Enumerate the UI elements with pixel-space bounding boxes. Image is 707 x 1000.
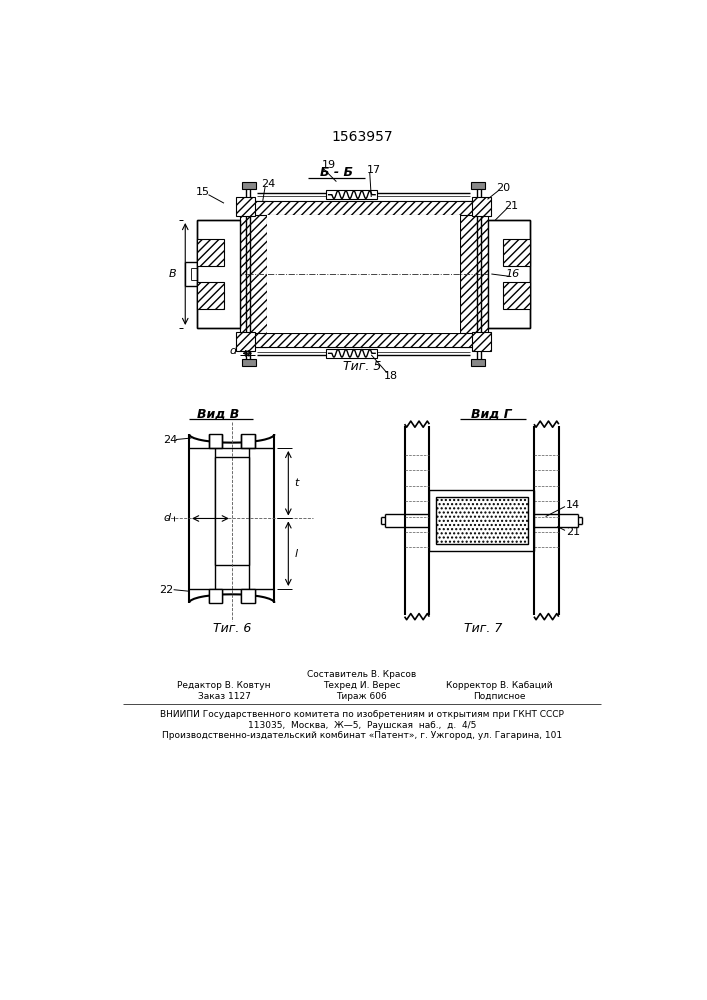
Bar — [503, 239, 530, 266]
Bar — [209, 589, 223, 603]
Bar — [197, 220, 240, 328]
Bar — [472, 182, 485, 189]
Text: 24: 24 — [261, 179, 275, 189]
Text: 21: 21 — [503, 201, 518, 211]
Bar — [327, 349, 378, 358]
Bar — [197, 239, 224, 266]
Bar — [240, 333, 488, 347]
Text: Редактор В. Ковтун: Редактор В. Ковтун — [177, 681, 271, 690]
Text: Заказ 1127: Заказ 1127 — [197, 692, 250, 701]
Bar — [503, 282, 530, 309]
Text: Б - Б: Б - Б — [320, 166, 353, 179]
Text: 17: 17 — [366, 165, 380, 175]
Text: Τиг. 7: Τиг. 7 — [464, 622, 503, 635]
Text: Вид В: Вид В — [197, 408, 240, 421]
Text: Корректор В. Кабаций: Корректор В. Кабаций — [446, 681, 552, 690]
Text: 1563957: 1563957 — [331, 130, 393, 144]
Bar — [472, 197, 491, 216]
Text: ВНИИПИ Государственного комитета по изобретениям и открытиям при ГКНТ СССР: ВНИИПИ Государственного комитета по изоб… — [160, 710, 564, 719]
Text: 19: 19 — [322, 160, 336, 170]
Bar — [472, 332, 491, 351]
Bar — [242, 359, 256, 366]
Text: 22: 22 — [159, 585, 173, 595]
Bar — [327, 190, 378, 199]
Text: 15: 15 — [196, 187, 210, 197]
Text: 24: 24 — [163, 435, 177, 445]
Text: 20: 20 — [496, 183, 510, 193]
Text: d: d — [230, 346, 237, 356]
Bar — [241, 589, 255, 603]
Bar — [240, 201, 267, 347]
Text: Подписное: Подписное — [473, 692, 525, 701]
Text: d: d — [164, 513, 171, 523]
Bar — [235, 332, 255, 351]
Text: Тираж 606: Тираж 606 — [337, 692, 387, 701]
Bar — [436, 497, 528, 544]
Bar — [241, 434, 255, 448]
Bar — [267, 215, 460, 333]
Text: l: l — [295, 549, 298, 559]
Bar — [215, 457, 249, 565]
Bar — [209, 434, 223, 448]
Text: t: t — [294, 478, 298, 488]
Bar — [472, 359, 485, 366]
Text: Техред И. Верес: Техред И. Верес — [323, 681, 401, 690]
Bar — [240, 201, 488, 215]
Text: Вид Г: Вид Г — [471, 408, 512, 421]
Bar — [460, 201, 488, 347]
Text: В: В — [168, 269, 176, 279]
Text: Τиг. 5: Τиг. 5 — [343, 360, 381, 373]
Text: 14: 14 — [566, 500, 580, 510]
Text: Τиг. 6: Τиг. 6 — [213, 622, 251, 635]
Text: 18: 18 — [384, 371, 398, 381]
Bar — [488, 220, 530, 328]
Text: 16: 16 — [506, 269, 520, 279]
Text: 21: 21 — [566, 527, 580, 537]
Bar — [197, 282, 224, 309]
Text: 113035,  Москва,  Ж—5,  Раушская  наб.,  д.  4/5: 113035, Москва, Ж—5, Раушская наб., д. 4… — [247, 721, 476, 730]
Bar — [242, 182, 256, 189]
Text: Составитель В. Красов: Составитель В. Красов — [308, 670, 416, 679]
Text: Производственно-издательский комбинат «Патент», г. Ужгород, ул. Гагарина, 101: Производственно-издательский комбинат «П… — [162, 732, 562, 740]
Bar — [235, 197, 255, 216]
